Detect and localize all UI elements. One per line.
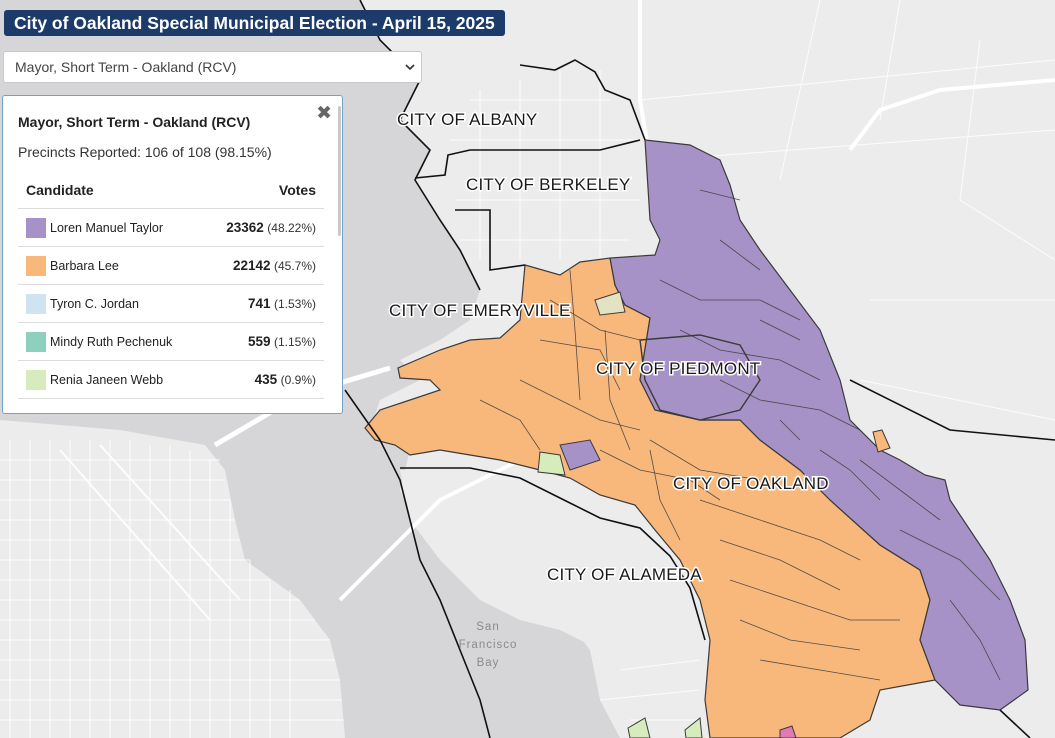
race-title: Mayor, Short Term - Oakland (RCV) [18, 114, 251, 130]
results-header-row: Candidate Votes [18, 171, 324, 209]
candidate-name: Barbara Lee [50, 258, 119, 273]
city-label-berkeley: CITY OF BERKELEY [466, 175, 630, 194]
vote-count: 741 [247, 296, 271, 311]
race-select[interactable]: Mayor, Short Term - Oakland (RCV) [3, 51, 422, 83]
precincts-reported: Precincts Reported: 106 of 108 (98.15%) [18, 144, 272, 160]
results-table: Candidate Votes Loren Manuel Taylor 2336… [18, 171, 324, 399]
results-panel: ✖ Mayor, Short Term - Oakland (RCV) Prec… [2, 95, 343, 414]
table-row: Loren Manuel Taylor 23362 (48.22%) [18, 208, 324, 247]
south-green-1 [627, 717, 651, 738]
bay-label-3: Bay [477, 657, 500, 669]
vote-percent: (1.15%) [273, 335, 316, 349]
table-row: Mindy Ruth Pechenuk 559 (1.15%) [18, 322, 324, 361]
webb-patch [537, 451, 566, 476]
east-orange-spot [872, 429, 891, 453]
candidate-name: Tyron C. Jordan [50, 296, 139, 311]
city-label-emeryville: CITY OF EMERYVILLE [389, 301, 571, 320]
vote-count: 559 [247, 334, 271, 349]
emeryville-shaded [594, 291, 626, 316]
vote-percent: (45.7%) [273, 259, 316, 273]
color-swatch [26, 255, 46, 276]
bay-label-1: San [476, 621, 499, 633]
page-title: City of Oakland Special Municipal Electi… [4, 10, 505, 36]
city-label-albany: CITY OF ALBANY [397, 110, 537, 129]
city-boundaries [344, 0, 1055, 738]
color-swatch [26, 293, 46, 314]
alameda-land [400, 470, 705, 650]
color-swatch [26, 217, 46, 238]
col-votes: Votes [205, 171, 324, 209]
bay-label-2: Francisco [459, 639, 518, 651]
table-row: Barbara Lee 22142 (45.7%) [18, 246, 324, 285]
sf-street-grid [0, 440, 344, 738]
taylor-pocket [559, 439, 601, 471]
candidate-name: Renia Janeen Webb [50, 372, 164, 387]
chevron-down-icon [405, 64, 415, 71]
panel-scrollbar[interactable] [338, 106, 341, 236]
color-swatch [26, 331, 46, 352]
south-green-2 [684, 717, 703, 738]
precinct-lines [479, 189, 1001, 681]
piedmont-region [639, 334, 761, 421]
table-row: Renia Janeen Webb 435 (0.9%) [18, 360, 324, 399]
close-icon[interactable]: ✖ [316, 103, 332, 124]
alameda-outline [400, 467, 706, 641]
vote-count: 23362 [226, 220, 264, 235]
south-pink [779, 725, 797, 738]
vote-count: 22142 [232, 258, 271, 273]
vote-percent: (1.53%) [273, 297, 316, 311]
vote-percent: (48.22%) [267, 221, 316, 235]
city-label-alameda: CITY OF ALAMEDA [547, 565, 702, 584]
candidate-name: Mindy Ruth Pechenuk [50, 334, 173, 349]
vote-count: 435 [254, 372, 278, 387]
candidate-name: Loren Manuel Taylor [50, 220, 164, 235]
color-swatch [26, 369, 46, 390]
race-select-value: Mayor, Short Term - Oakland (RCV) [15, 59, 237, 75]
vote-percent: (0.9%) [280, 373, 316, 387]
oakland-taylor-region[interactable] [609, 139, 1029, 711]
col-candidate: Candidate [18, 171, 206, 209]
city-label-piedmont: CITY OF PIEDMONT [596, 359, 760, 378]
city-label-oakland: CITY OF OAKLAND [673, 474, 829, 493]
table-row: Tyron C. Jordan 741 (1.53%) [18, 284, 324, 323]
